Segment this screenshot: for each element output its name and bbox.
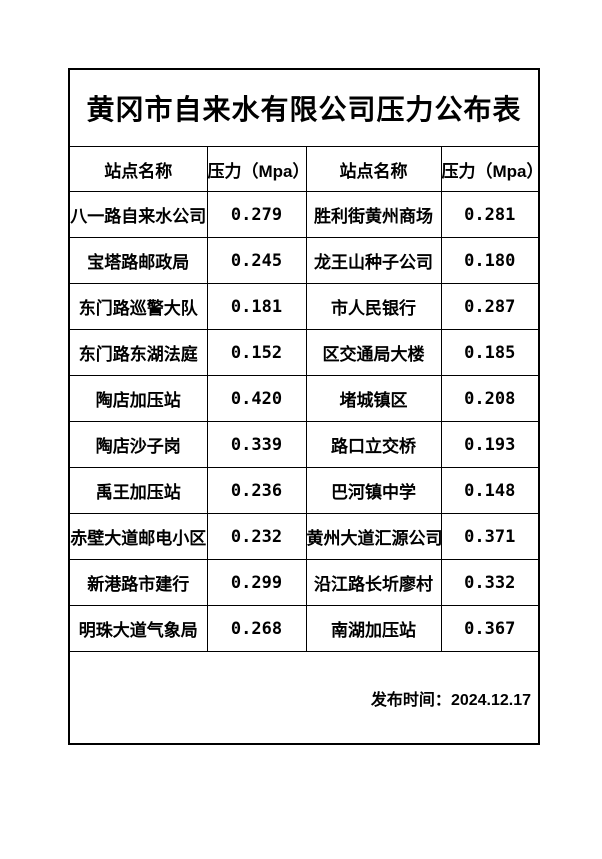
table-row: 东门路巡警大队 0.181 市人民银行 0.287 xyxy=(68,283,540,330)
table-row: 明珠大道气象局 0.268 南湖加压站 0.367 xyxy=(68,605,540,652)
station-name-cell: 陶店沙子岗 xyxy=(68,421,208,468)
pressure-value-cell: 0.236 xyxy=(206,467,307,514)
table-row: 东门路东湖法庭 0.152 区交通局大楼 0.185 xyxy=(68,329,540,376)
station-name-cell: 宝塔路邮政局 xyxy=(68,237,208,284)
pressure-value-cell: 0.232 xyxy=(206,513,307,560)
pressure-value-cell: 0.148 xyxy=(440,467,540,514)
station-name-cell: 堵城镇区 xyxy=(305,375,442,422)
station-name-cell: 沿江路长圻廖村 xyxy=(305,559,442,606)
station-name-cell: 陶店加压站 xyxy=(68,375,208,422)
pressure-value-cell: 0.420 xyxy=(206,375,307,422)
pressure-value-cell: 0.193 xyxy=(440,421,540,468)
column-header-station-right: 站点名称 xyxy=(305,146,442,192)
station-name-cell: 龙王山种子公司 xyxy=(305,237,442,284)
station-name-cell: 黄州大道汇源公司 xyxy=(305,513,442,560)
station-name-cell: 南湖加压站 xyxy=(305,605,442,652)
station-name-cell: 赤壁大道邮电小区 xyxy=(68,513,208,560)
publish-time-cell: 发布时间：2024.12.17 xyxy=(68,651,540,745)
pressure-value-cell: 0.180 xyxy=(440,237,540,284)
pressure-value-cell: 0.208 xyxy=(440,375,540,422)
column-header-pressure-right: 压力（Mpa） xyxy=(440,146,540,192)
station-name-cell: 八一路自来水公司 xyxy=(68,191,208,238)
table-row: 陶店加压站 0.420 堵城镇区 0.208 xyxy=(68,375,540,422)
pressure-value-cell: 0.152 xyxy=(206,329,307,376)
pressure-table: 黄冈市自来水有限公司压力公布表 站点名称 压力（Mpa） 站点名称 压力（Mpa… xyxy=(68,68,541,745)
pressure-value-cell: 0.287 xyxy=(440,283,540,330)
page-title: 黄冈市自来水有限公司压力公布表 xyxy=(68,68,540,147)
pressure-value-cell: 0.371 xyxy=(440,513,540,560)
station-name-cell: 新港路市建行 xyxy=(68,559,208,606)
table-row: 新港路市建行 0.299 沿江路长圻廖村 0.332 xyxy=(68,559,540,606)
pressure-value-cell: 0.339 xyxy=(206,421,307,468)
pressure-value-cell: 0.185 xyxy=(440,329,540,376)
pressure-value-cell: 0.332 xyxy=(440,559,540,606)
table-title-row: 黄冈市自来水有限公司压力公布表 xyxy=(68,68,540,147)
station-name-cell: 路口立交桥 xyxy=(305,421,442,468)
station-name-cell: 市人民银行 xyxy=(305,283,442,330)
pressure-value-cell: 0.245 xyxy=(206,237,307,284)
table-row: 八一路自来水公司 0.279 胜利街黄州商场 0.281 xyxy=(68,191,540,238)
publish-date: 2024.12.17 xyxy=(450,691,532,709)
station-name-cell: 区交通局大楼 xyxy=(305,329,442,376)
station-name-cell: 胜利街黄州商场 xyxy=(305,191,442,238)
pressure-value-cell: 0.268 xyxy=(206,605,307,652)
table-row: 禹王加压站 0.236 巴河镇中学 0.148 xyxy=(68,467,540,514)
station-name-cell: 禹王加压站 xyxy=(68,467,208,514)
table-row: 宝塔路邮政局 0.245 龙王山种子公司 0.180 xyxy=(68,237,540,284)
pressure-value-cell: 0.367 xyxy=(440,605,540,652)
publish-time-label: 发布时间： xyxy=(370,691,451,709)
table-row: 赤壁大道邮电小区 0.232 黄州大道汇源公司 0.371 xyxy=(68,513,540,560)
station-name-cell: 东门路巡警大队 xyxy=(68,283,208,330)
column-header-station-left: 站点名称 xyxy=(68,146,208,192)
station-name-cell: 巴河镇中学 xyxy=(305,467,442,514)
pressure-value-cell: 0.279 xyxy=(206,191,307,238)
pressure-value-cell: 0.299 xyxy=(206,559,307,606)
table-header-row: 站点名称 压力（Mpa） 站点名称 压力（Mpa） xyxy=(68,146,540,192)
pressure-value-cell: 0.281 xyxy=(440,191,540,238)
pressure-value-cell: 0.181 xyxy=(206,283,307,330)
station-name-cell: 东门路东湖法庭 xyxy=(68,329,208,376)
column-header-pressure-left: 压力（Mpa） xyxy=(206,146,307,192)
table-row: 陶店沙子岗 0.339 路口立交桥 0.193 xyxy=(68,421,540,468)
table-footer-row: 发布时间：2024.12.17 xyxy=(68,651,540,745)
station-name-cell: 明珠大道气象局 xyxy=(68,605,208,652)
